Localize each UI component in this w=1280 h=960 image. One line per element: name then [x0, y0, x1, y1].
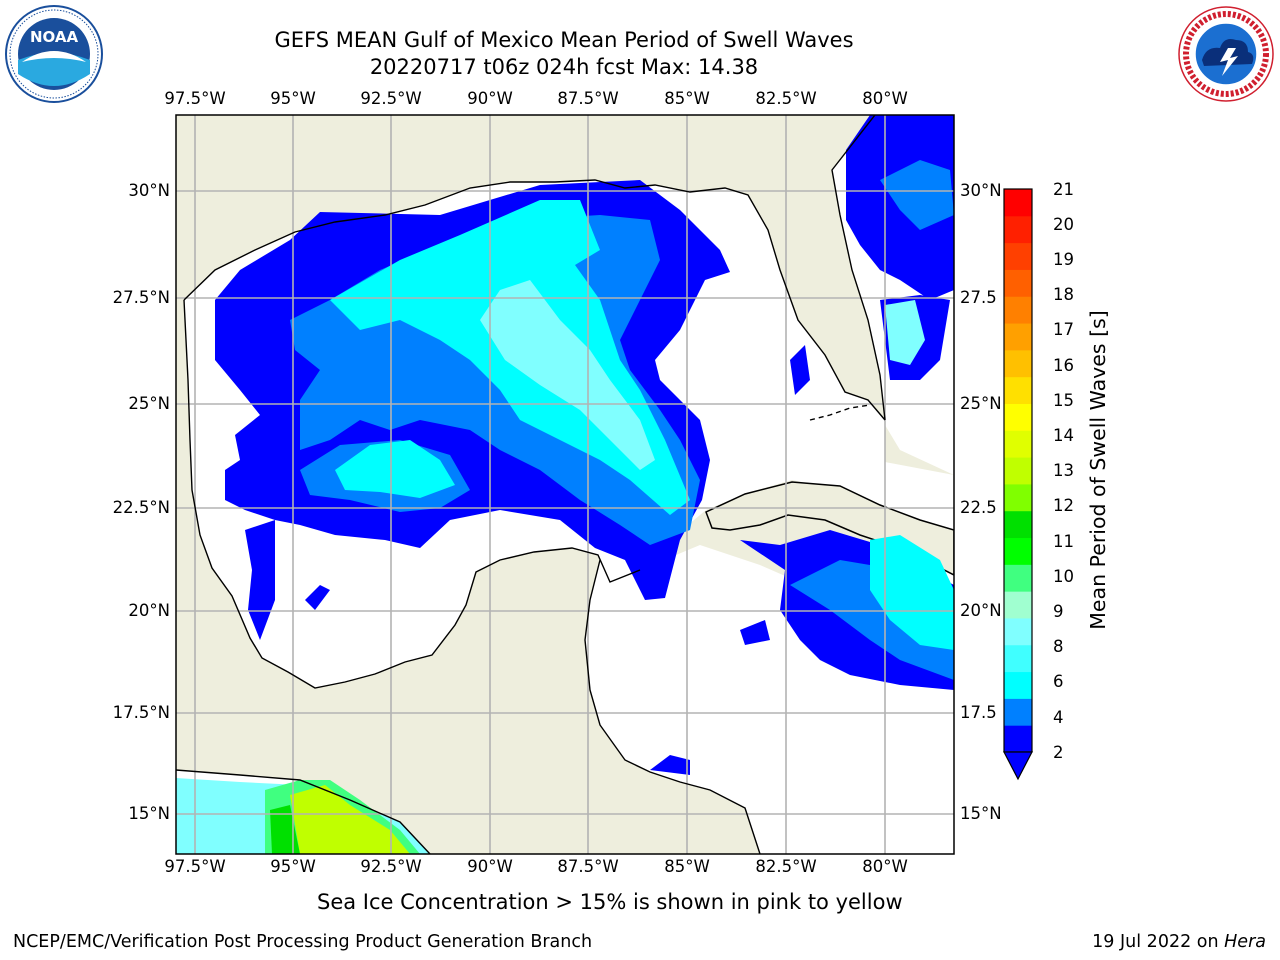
nws-logo: [1178, 6, 1274, 102]
colorbar-tick-20: 20: [1053, 215, 1074, 234]
y-tick-right-3: 25°N: [960, 394, 1002, 413]
colorbar-tick-12: 12: [1053, 496, 1074, 515]
colorbar-tick-8: 8: [1053, 637, 1064, 656]
y-tick-right-5: 20°N: [960, 601, 1002, 620]
colorbar-tick-21: 21: [1053, 180, 1074, 199]
colorbar-cell: [1004, 215, 1032, 244]
colorbar-cell: [1004, 323, 1032, 351]
y-tick-right-6: 17.5: [960, 703, 997, 722]
map-frame: [175, 114, 955, 855]
x-tick-top-8: 80°W: [862, 89, 908, 108]
colorbar-cell: [1004, 644, 1032, 673]
colorbar-cell: [1004, 671, 1032, 699]
run-date-text: 19 Jul 2022 on: [1092, 932, 1225, 952]
x-tick-top-7: 82.5°W: [755, 89, 817, 108]
swell-8-9s-field: [480, 280, 925, 470]
y-tick-right-7: 15°N: [960, 804, 1002, 823]
colorbar-tick-19: 19: [1053, 250, 1074, 269]
colorbar-cell: [1004, 537, 1032, 565]
colorbar-cell: [1004, 349, 1032, 378]
x-tick-top-4: 90°W: [467, 89, 513, 108]
colorbar-tick-9: 9: [1053, 602, 1064, 621]
x-tick-top-1: 97.5°W: [164, 89, 226, 108]
colorbar-cell: [1004, 564, 1032, 592]
colorbar-cell: [1004, 725, 1032, 753]
x-tick-bottom-2: 95°W: [270, 857, 316, 876]
colorbar-tick-15: 15: [1053, 391, 1074, 410]
colorbar-tick-10: 10: [1053, 567, 1074, 586]
colorbar-cell: [1004, 189, 1032, 217]
colorbar-cell: [1004, 617, 1032, 646]
y-tick-left-7: 15°N: [128, 804, 170, 823]
machine-name: Hera: [1224, 932, 1266, 952]
chart-subtitle: 20220717 t06z 024h fcst Max: 14.38: [369, 55, 759, 79]
y-tick-left-4: 22.5°N: [112, 498, 170, 517]
colorbar-cell: [1004, 483, 1032, 512]
colorbar-tick-4: 4: [1053, 708, 1064, 727]
x-tick-bottom-6: 85°W: [664, 857, 710, 876]
noaa-logo: NOAA: [5, 5, 103, 103]
colorbar-cell: [1004, 510, 1032, 539]
noaa-logo-text: NOAA: [30, 28, 79, 46]
x-tick-top-5: 87.5°W: [557, 89, 619, 108]
y-tick-left-1: 30°N: [128, 181, 170, 200]
chart-title: GEFS MEAN Gulf of Mexico Mean Period of …: [274, 28, 854, 52]
colorbar-cell: [1004, 698, 1032, 726]
y-tick-right-1: 30°N: [960, 181, 1002, 200]
y-tick-right-2: 27.5: [960, 288, 997, 307]
y-tick-left-5: 20°N: [128, 601, 170, 620]
colorbar: [1003, 188, 1033, 781]
x-tick-top-3: 92.5°W: [360, 89, 422, 108]
colorbar-cell: [1004, 591, 1032, 619]
graticule: [176, 115, 954, 854]
colorbar-cell: [1004, 457, 1032, 485]
colorbar-tick-14: 14: [1053, 426, 1074, 445]
coastline: [176, 115, 886, 854]
colorbar-cell: [1004, 269, 1032, 297]
x-tick-bottom-7: 82.5°W: [755, 857, 817, 876]
x-tick-bottom-1: 97.5°W: [164, 857, 226, 876]
colorbar-cell: [1004, 296, 1032, 324]
org-credit: NCEP/EMC/Verification Post Processing Pr…: [13, 932, 593, 952]
colorbar-tick-17: 17: [1053, 320, 1074, 339]
colorbar-cell: [1004, 403, 1032, 431]
colorbar-tick-16: 16: [1053, 356, 1074, 375]
y-tick-left-3: 25°N: [128, 394, 170, 413]
colorbar-tick-13: 13: [1053, 461, 1074, 480]
colorbar-cell: [1004, 376, 1032, 404]
run-date: 19 Jul 2022 on Hera: [1092, 932, 1266, 952]
colorbar-tick-2: 2: [1053, 743, 1064, 762]
x-tick-bottom-8: 80°W: [862, 857, 908, 876]
x-tick-bottom-5: 87.5°W: [557, 857, 619, 876]
colorbar-cell: [1004, 430, 1032, 458]
x-tick-top-2: 95°W: [270, 89, 316, 108]
y-tick-right-4: 22.5: [960, 498, 997, 517]
colorbar-tick-18: 18: [1053, 285, 1074, 304]
colorbar-tick-11: 11: [1053, 532, 1074, 551]
colorbar-cell: [1004, 242, 1032, 270]
pacific-swell-field: [176, 778, 430, 854]
colorbar-extend-arrow: [1003, 751, 1033, 781]
sea-ice-note: Sea Ice Concentration > 15% is shown in …: [317, 890, 903, 914]
colorbar-label: Mean Period of Swell Waves [s]: [1086, 310, 1110, 630]
x-tick-bottom-4: 90°W: [467, 857, 513, 876]
y-tick-left-2: 27.5°N: [112, 288, 170, 307]
y-tick-left-6: 17.5°N: [112, 703, 170, 722]
x-tick-top-6: 85°W: [664, 89, 710, 108]
colorbar-tick-6: 6: [1053, 672, 1064, 691]
x-tick-bottom-3: 92.5°W: [360, 857, 422, 876]
